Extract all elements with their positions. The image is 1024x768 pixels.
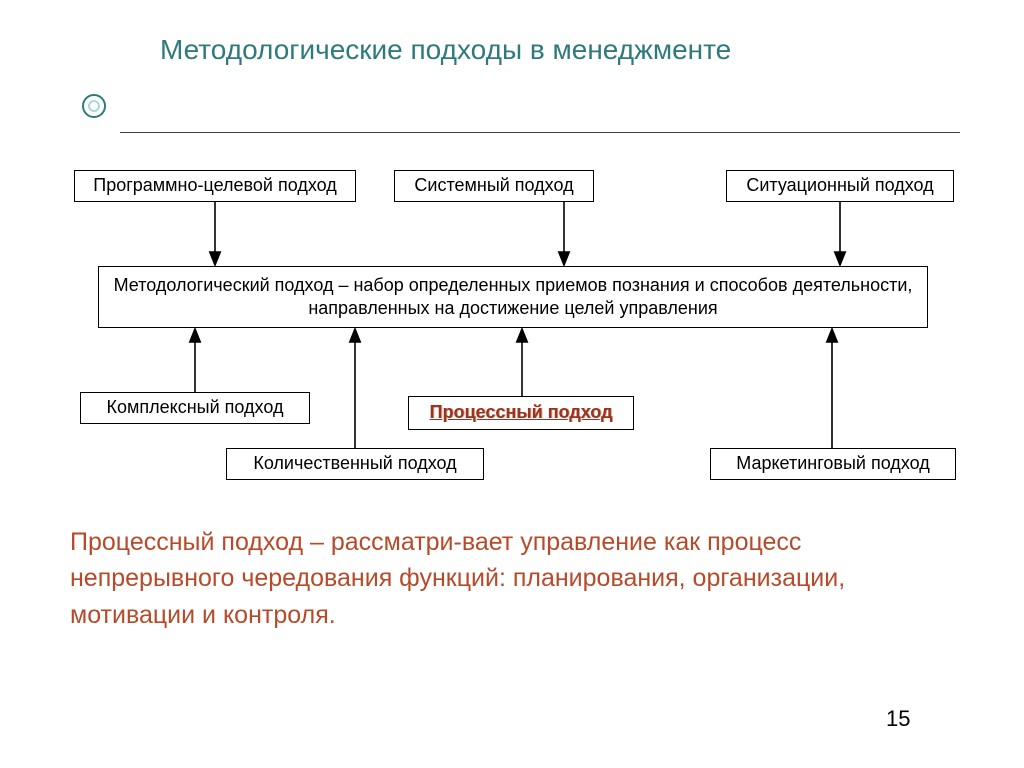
node-program-target: Программно-целевой подход [74, 170, 356, 202]
node-systemic: Системный подход [394, 170, 594, 202]
title-rule [120, 132, 960, 133]
node-quantitative: Количественный подход [226, 448, 484, 480]
node-marketing: Маркетинговый подход [710, 448, 956, 480]
node-process-label: Процессный подход [430, 401, 613, 424]
bullet-inner-ring [88, 100, 100, 112]
arrows-layer [0, 0, 1024, 768]
page-number: 15 [886, 706, 910, 732]
slide-title: Методологические подходы в менеджменте [160, 34, 731, 66]
node-process: Процессный подход [408, 396, 634, 430]
body-paragraph: Процессный подход – рассматри-вает управ… [70, 524, 970, 633]
node-complex: Комплексный подход [80, 392, 310, 424]
central-definition-box: Методологический подход – набор определе… [98, 266, 928, 328]
node-situational: Ситуационный подход [726, 170, 954, 202]
